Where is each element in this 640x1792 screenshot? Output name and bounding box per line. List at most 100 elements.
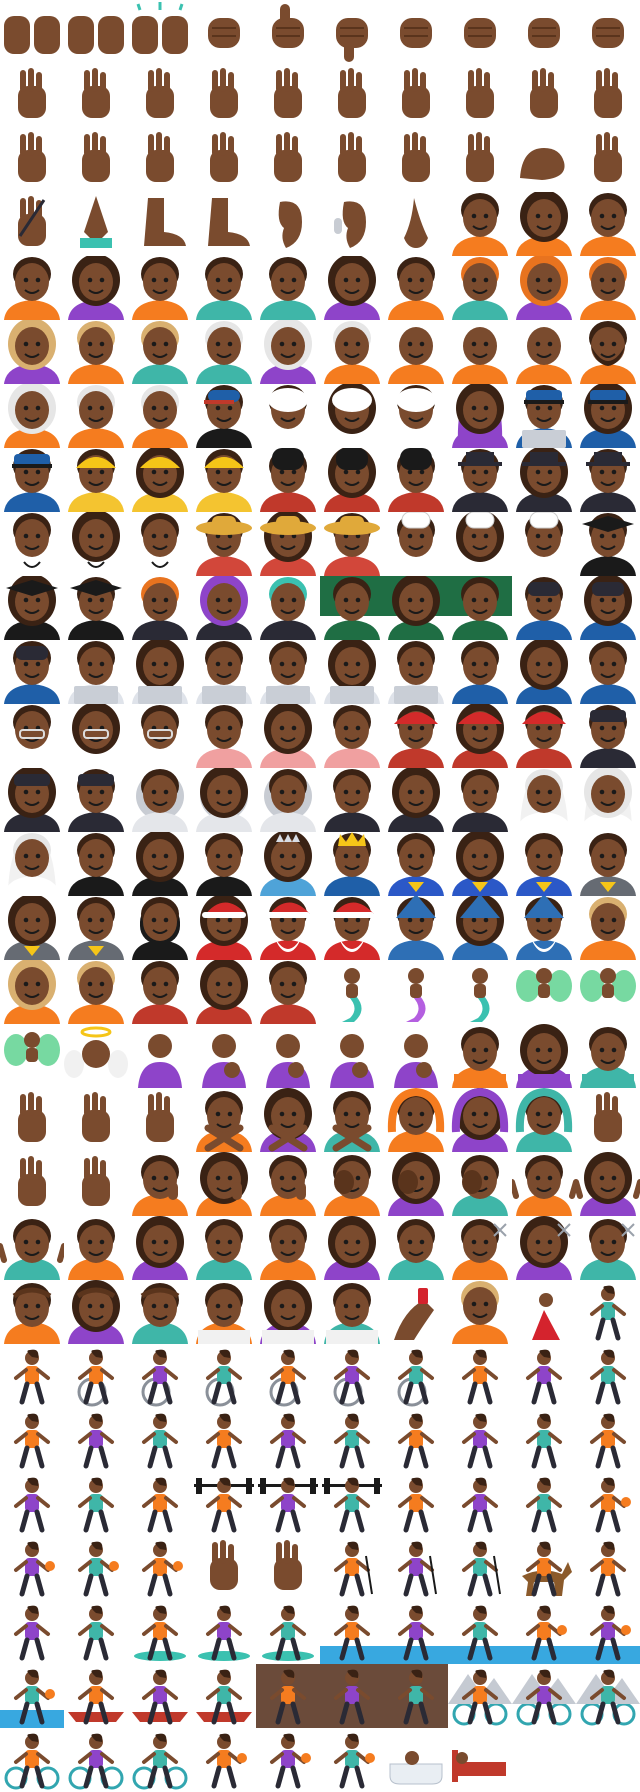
woman-steamy-room-icon: [256, 1280, 320, 1344]
person-haircut-icon: [448, 1216, 512, 1280]
deaf-man-icon: [256, 1152, 320, 1216]
man-gesturing-no-icon: [320, 1088, 384, 1152]
person-tipping-hand-icon: [0, 1088, 64, 1152]
man-lotus-position-icon: [64, 1600, 128, 1664]
man-pilot-icon: [64, 768, 128, 832]
person-frowning-icon: [256, 1216, 320, 1280]
boy-icon: [0, 256, 64, 320]
person-feeding-baby-icon: [384, 1024, 448, 1088]
person-surfing-icon: [128, 1600, 192, 1664]
person-curly-hair-icon: [384, 256, 448, 320]
person-in-bed-icon: [448, 1728, 512, 1792]
man-bowing-icon: [576, 1024, 640, 1088]
pregnant-woman-icon: [128, 1024, 192, 1088]
man-surfing-icon: [256, 1600, 320, 1664]
man-steamy-room-icon: [320, 1280, 384, 1344]
fairy-icon: [512, 960, 576, 1024]
woman-firefighter-icon: [448, 704, 512, 768]
person-steamy-room-icon: [192, 1280, 256, 1344]
woman-feeding-baby-icon: [256, 1024, 320, 1088]
woman-fairy-icon: [576, 960, 640, 1024]
snowboarder-icon: [128, 1472, 192, 1536]
woman-teacher-icon: [384, 576, 448, 640]
scientist-icon: [0, 704, 64, 768]
man-motorized-wheelchair-icon: [384, 1344, 448, 1408]
man-haircut-icon: [576, 1216, 640, 1280]
man-swimming-icon: [448, 1600, 512, 1664]
woman-biking-icon: [64, 1728, 128, 1792]
vampire-icon: [128, 960, 192, 1024]
woman-elf-icon: [0, 960, 64, 1024]
graduate-icon: [576, 512, 640, 576]
person-shrugging-icon: [512, 1152, 576, 1216]
person-massage-icon: [0, 1280, 64, 1344]
man-curly-hair-icon: [256, 256, 320, 320]
raised-hand-icon: [192, 128, 256, 192]
woman-cartwheeling-icon: [448, 1472, 512, 1536]
person-mountain-biking-icon: [448, 1664, 512, 1728]
person-standing-2-icon: [576, 1408, 640, 1472]
man-office-icon: [192, 640, 256, 704]
woman-mechanic-icon: [512, 640, 576, 704]
person-bowing-icon: [448, 1024, 512, 1088]
love-you-gesture-icon: [128, 64, 192, 128]
pilot-icon: [576, 704, 640, 768]
middle-finger-icon: [576, 128, 640, 192]
health-worker-icon: [0, 512, 64, 576]
person-tuxedo-icon: [64, 832, 128, 896]
person-running-icon: [384, 1408, 448, 1472]
man-standing-icon: [64, 1472, 128, 1536]
woman-facepalming-icon: [384, 1152, 448, 1216]
man-firefighter-icon: [512, 704, 576, 768]
ear-icon: [256, 192, 320, 256]
woman-juggling-icon: [256, 1728, 320, 1792]
superhero-icon: [384, 832, 448, 896]
woman-white-hair-icon: [256, 320, 320, 384]
woman-playing-handball-icon: [192, 1536, 256, 1600]
woman-climbing-icon: [320, 1664, 384, 1728]
person-water-polo-icon: [512, 1600, 576, 1664]
folded-hands-icon: [64, 192, 128, 256]
man-cook-icon: [512, 512, 576, 576]
cook-icon: [384, 512, 448, 576]
person-bouncing-ball-icon: [128, 1536, 192, 1600]
man-veil-icon: [0, 832, 64, 896]
police-officer-icon: [512, 384, 576, 448]
woman-lotus-position-icon: [0, 1600, 64, 1664]
woman-shrugging-icon: [576, 1152, 640, 1216]
person-white-cane-icon: [0, 1408, 64, 1472]
mx-claus-icon: [256, 896, 320, 960]
older-man-icon: [128, 384, 192, 448]
child-icon: [576, 192, 640, 256]
sign-of-the-horns-icon: [192, 64, 256, 128]
technologist-icon: [256, 640, 320, 704]
waving-hand-icon: [384, 128, 448, 192]
woman-artist-icon: [256, 704, 320, 768]
singer-icon: [128, 576, 192, 640]
man-juggling-icon: [320, 1728, 384, 1792]
woman-supervillain-icon: [0, 896, 64, 960]
woman-surfing-icon: [192, 1600, 256, 1664]
man-fairy-icon: [0, 1024, 64, 1088]
man-raising-hand-icon: [64, 1152, 128, 1216]
person-face-icon: [128, 256, 192, 320]
woman-vampire-icon: [192, 960, 256, 1024]
man-red-hair-icon: [448, 256, 512, 320]
man-mountain-biking-icon: [576, 1664, 640, 1728]
older-person-icon: [64, 384, 128, 448]
man-with-cap-icon: [192, 384, 256, 448]
woman-haircut-icon: [512, 1216, 576, 1280]
woman-cook-icon: [448, 512, 512, 576]
person-swimming-icon: [320, 1600, 384, 1664]
man-massage-icon: [128, 1280, 192, 1344]
man-tipping-hand-icon: [128, 1088, 192, 1152]
pinched-fingers-icon: [320, 64, 384, 128]
woman-dancing-icon: [512, 1280, 576, 1344]
person-pouting-icon: [64, 1216, 128, 1280]
woman-tuxedo-icon: [128, 832, 192, 896]
open-hands-icon: [64, 0, 128, 64]
man-blond-hair-icon: [128, 320, 192, 384]
leg-icon: [192, 192, 256, 256]
woman-golfing-icon: [384, 1536, 448, 1600]
woman-raising-hand-icon: [0, 1152, 64, 1216]
